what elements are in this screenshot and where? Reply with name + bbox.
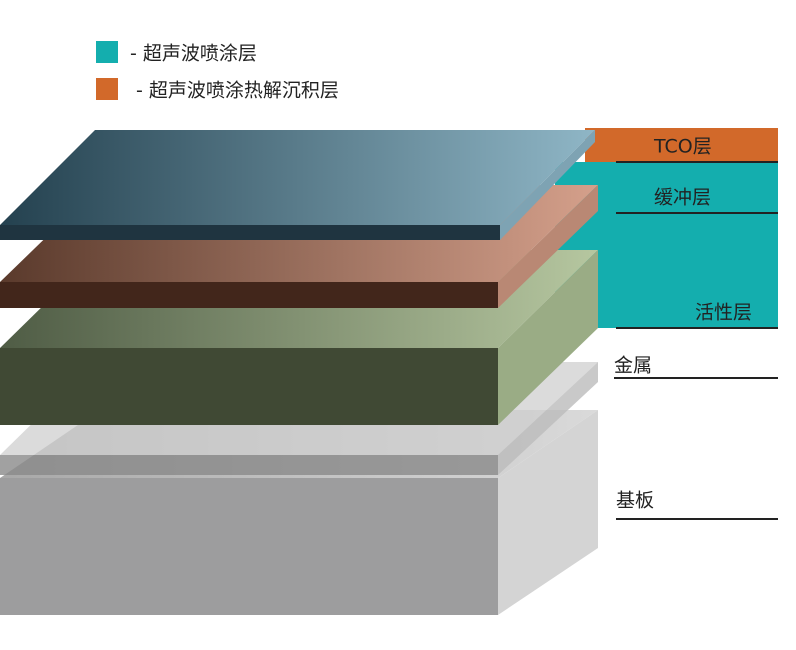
layer-label: 金属 <box>614 355 652 377</box>
legend-swatch <box>96 78 118 100</box>
legend-label: - 超声波喷涂热解沉积层 <box>136 80 339 102</box>
legend-label: - 超声波喷涂层 <box>130 43 257 65</box>
layer-label: 活性层 <box>695 302 752 324</box>
buffer-side <box>498 185 598 308</box>
substrate-side <box>498 410 598 615</box>
legend-swatch <box>96 41 118 63</box>
metal-front <box>0 455 498 475</box>
substrate-front <box>0 478 498 615</box>
metal-side <box>498 362 598 475</box>
label-lines <box>614 161 778 520</box>
tco-top <box>0 130 595 225</box>
buffer-front <box>0 282 498 308</box>
layer-label: 基板 <box>616 490 654 512</box>
active-side <box>498 250 598 425</box>
tco-side <box>500 130 595 240</box>
pyrolysis-zone <box>585 128 778 162</box>
layer-label: 缓冲层 <box>654 187 711 209</box>
tco-front <box>0 225 500 240</box>
layer-label: TCO层 <box>653 136 712 158</box>
active-front <box>0 348 498 425</box>
